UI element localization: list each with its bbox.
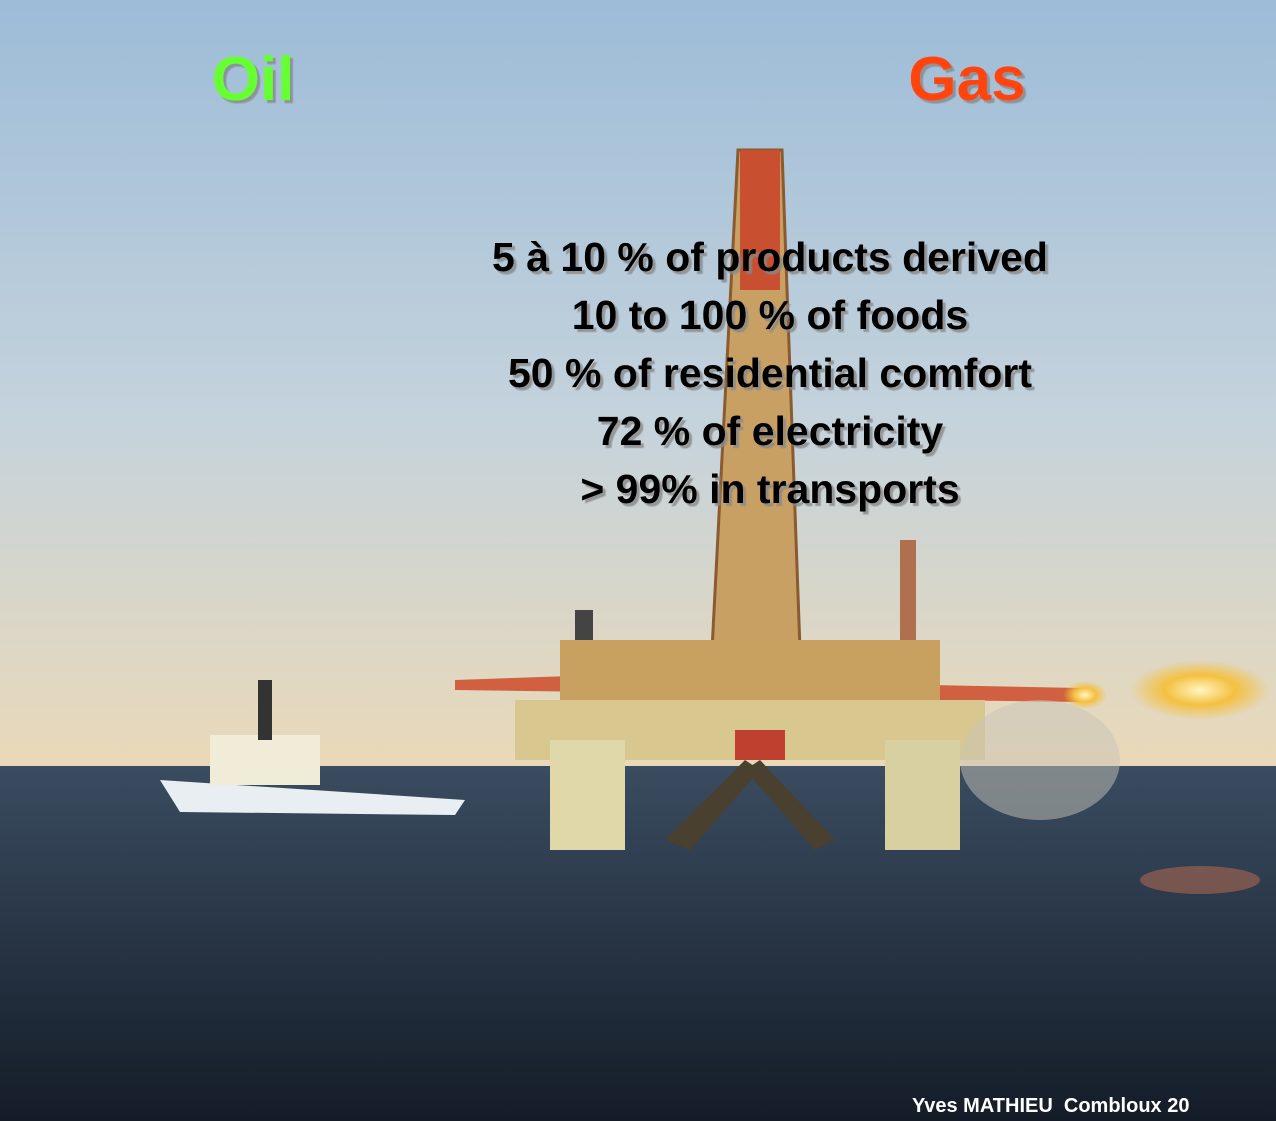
gas-label: Gas <box>908 45 1025 114</box>
facts: 5 à 10 % of products derived 10 to 100 % … <box>492 234 1048 512</box>
fact-line: > 99% in transports <box>580 466 959 512</box>
fact-line: 5 à 10 % of products derived <box>492 234 1048 280</box>
fact-line: 72 % of electricity <box>597 408 944 454</box>
footer: Yves MATHIEU Combloux 20 <box>912 1095 1189 1117</box>
fact-line: 50 % of residential comfort <box>508 350 1032 396</box>
oil-label: Oil <box>212 45 295 114</box>
fact-line: 10 to 100 % of foods <box>572 292 968 338</box>
